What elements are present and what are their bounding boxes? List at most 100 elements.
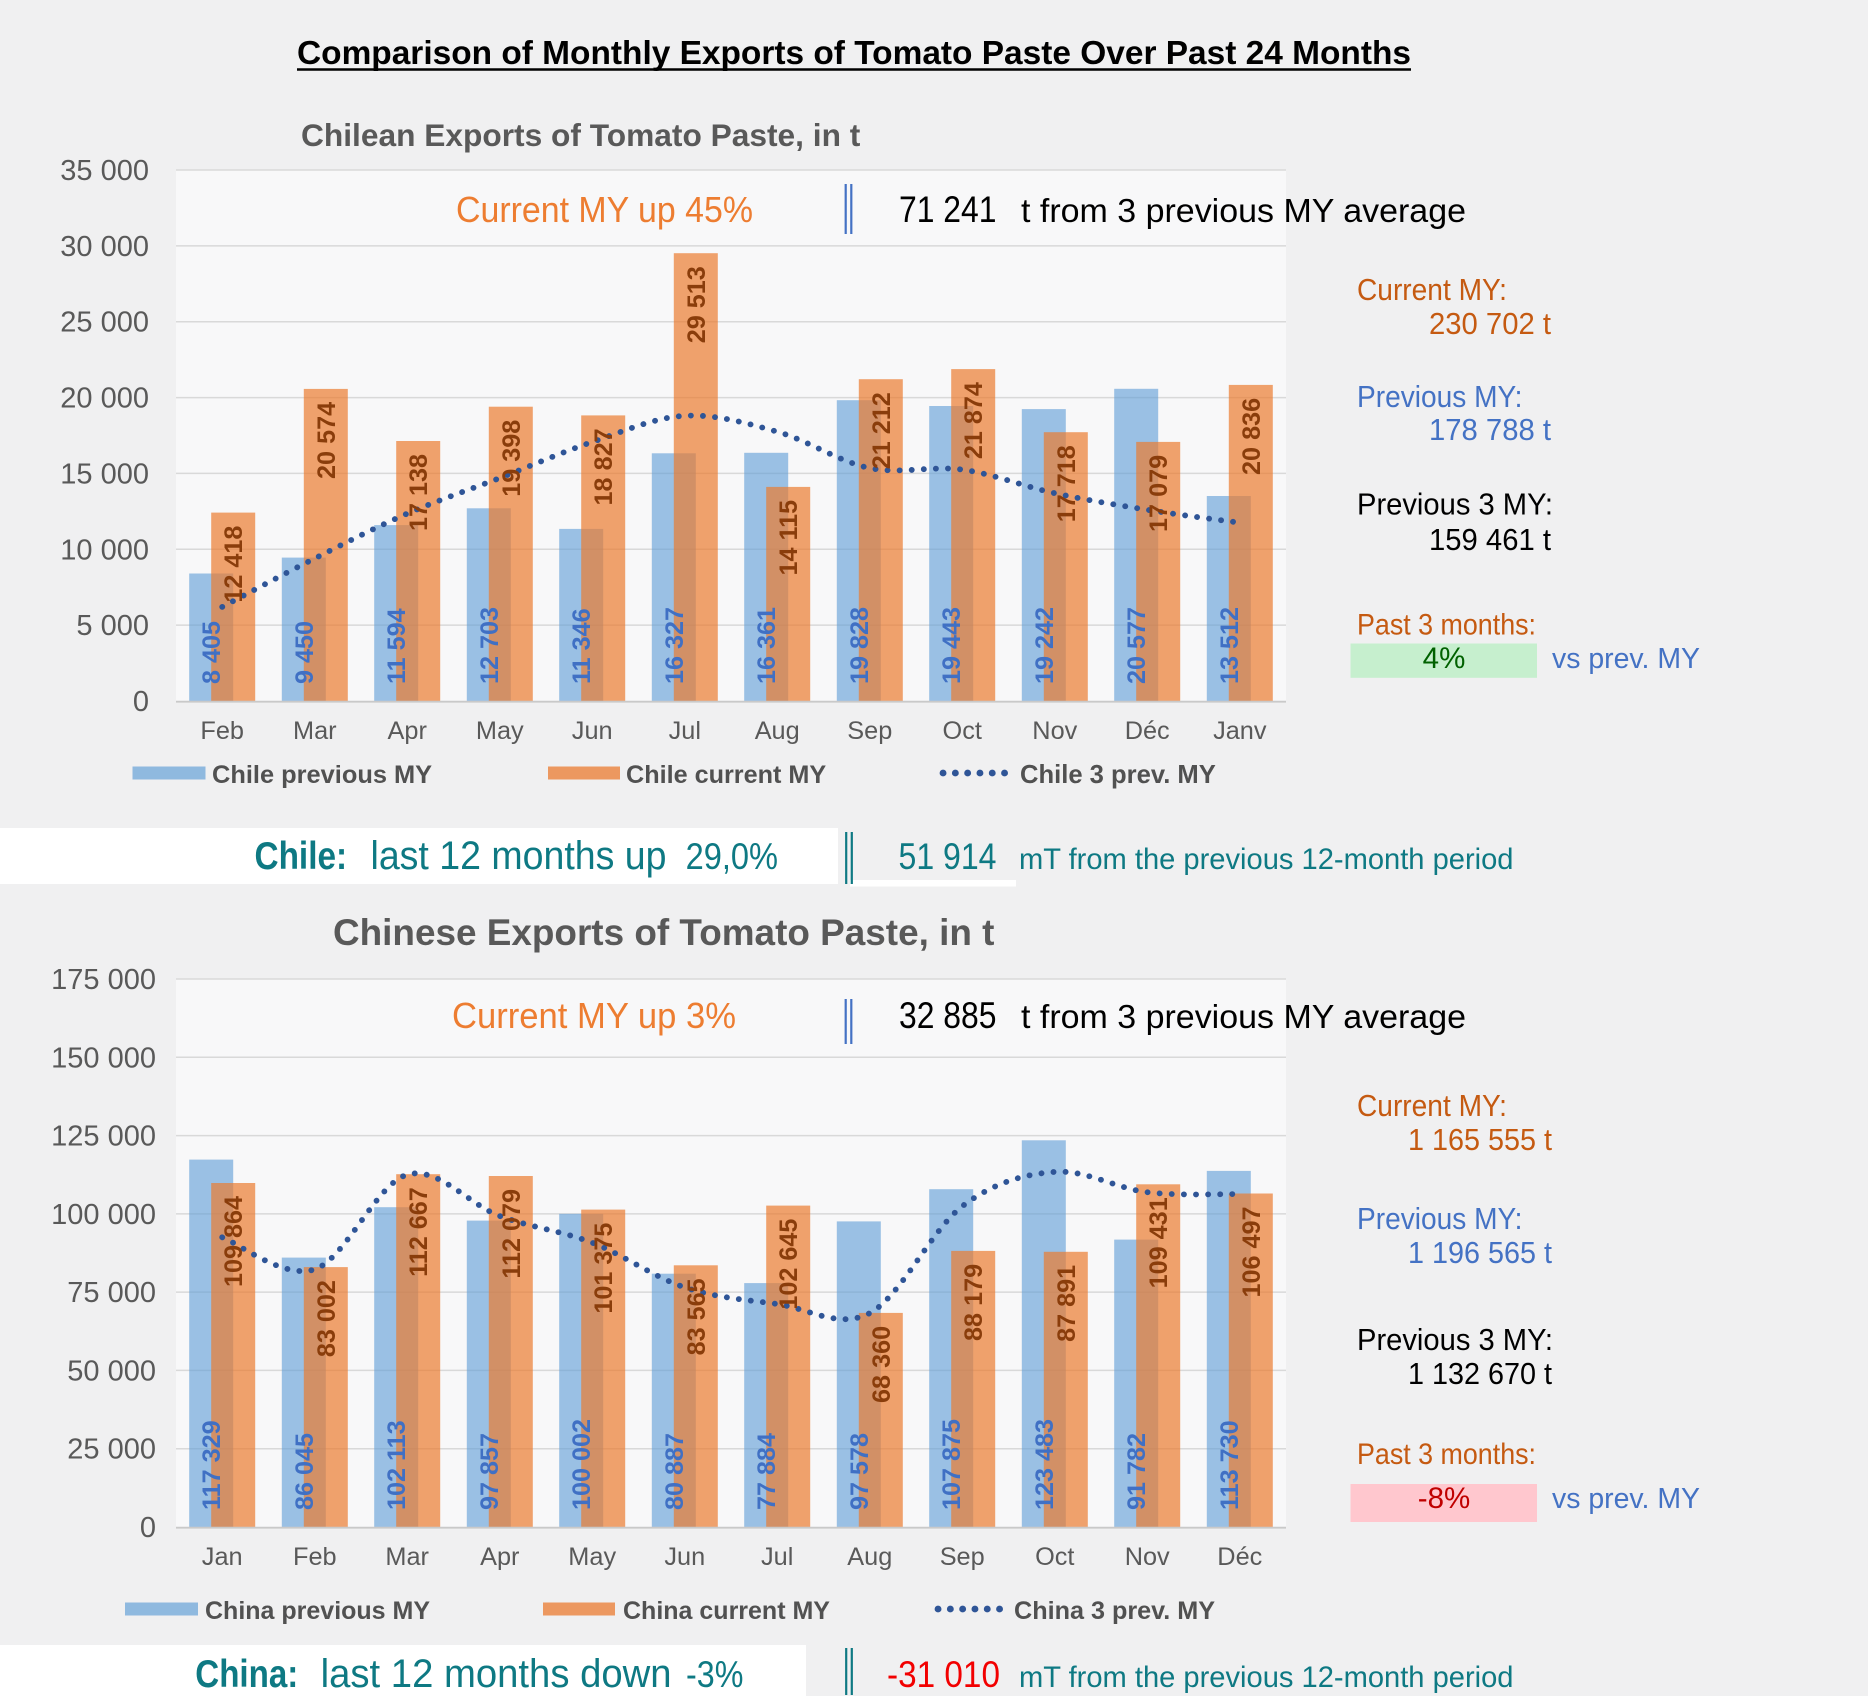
svg-text:19 398: 19 398 bbox=[498, 420, 526, 497]
svg-text:Previous 3 MY:: Previous 3 MY: bbox=[1357, 1323, 1553, 1357]
svg-text:18 827: 18 827 bbox=[590, 428, 618, 505]
svg-text:1 165 555 t: 1 165 555 t bbox=[1408, 1123, 1552, 1157]
svg-text:Jun: Jun bbox=[572, 717, 613, 745]
svg-text:11 346: 11 346 bbox=[568, 608, 596, 684]
svg-text:Déc: Déc bbox=[1217, 1543, 1262, 1571]
svg-text:4%: 4% bbox=[1423, 642, 1466, 675]
svg-text:1 196 565 t: 1 196 565 t bbox=[1408, 1236, 1552, 1270]
svg-text:China:: China: bbox=[195, 1653, 298, 1696]
svg-text:Current MY up 3%: Current MY up 3% bbox=[452, 995, 736, 1036]
svg-text:75 000: 75 000 bbox=[67, 1277, 156, 1309]
svg-text:19 828: 19 828 bbox=[846, 607, 874, 684]
svg-text:51 914: 51 914 bbox=[899, 836, 997, 877]
svg-text:109 431: 109 431 bbox=[1145, 1197, 1173, 1288]
svg-text:50 000: 50 000 bbox=[67, 1355, 156, 1387]
svg-text:80 887: 80 887 bbox=[661, 1433, 689, 1510]
svg-text:25 000: 25 000 bbox=[67, 1434, 156, 1466]
svg-text:Feb: Feb bbox=[293, 1543, 337, 1571]
svg-text:t from 3 previous MY average: t from 3 previous MY average bbox=[1021, 999, 1466, 1036]
svg-text:China current MY: China current MY bbox=[623, 1597, 830, 1625]
svg-text:Previous 3 MY:: Previous 3 MY: bbox=[1357, 488, 1553, 522]
svg-text:12 703: 12 703 bbox=[476, 607, 504, 684]
svg-text:-8%: -8% bbox=[1418, 1482, 1470, 1515]
svg-text:Comparison of Monthly Exports: Comparison of Monthly Exports of Tomato … bbox=[297, 35, 1411, 72]
svg-text:Jul: Jul bbox=[669, 717, 701, 745]
svg-text:0: 0 bbox=[140, 1512, 156, 1544]
svg-text:-3%: -3% bbox=[686, 1654, 743, 1695]
svg-text:5 000: 5 000 bbox=[76, 610, 149, 642]
svg-text:last 12 months up: last 12 months up bbox=[371, 834, 667, 878]
svg-text:100 000: 100 000 bbox=[51, 1199, 156, 1231]
svg-text:Sep: Sep bbox=[940, 1543, 985, 1571]
svg-text:86 045: 86 045 bbox=[291, 1433, 319, 1510]
svg-text:150 000: 150 000 bbox=[51, 1042, 156, 1074]
svg-text:mT from the previous 12-month: mT from the previous 12-month period bbox=[1019, 843, 1514, 876]
svg-text:Previous MY:: Previous MY: bbox=[1357, 380, 1523, 414]
svg-text:Chile 3 prev. MY: Chile 3 prev. MY bbox=[1020, 761, 1216, 789]
svg-text:102 113: 102 113 bbox=[383, 1420, 411, 1510]
svg-text:16 327: 16 327 bbox=[661, 607, 689, 684]
svg-text:Current MY up 45%: Current MY up 45% bbox=[456, 189, 753, 230]
svg-text:Nov: Nov bbox=[1032, 717, 1077, 745]
svg-text:Past 3 months:: Past 3 months: bbox=[1357, 1438, 1536, 1471]
svg-text:106 497: 106 497 bbox=[1238, 1207, 1266, 1298]
svg-text:Jan: Jan bbox=[202, 1543, 243, 1571]
svg-text:35 000: 35 000 bbox=[60, 155, 149, 187]
svg-text:178 788 t: 178 788 t bbox=[1429, 413, 1551, 447]
svg-text:29 513: 29 513 bbox=[683, 266, 711, 343]
svg-text:Oct: Oct bbox=[943, 717, 982, 745]
svg-text:77 884: 77 884 bbox=[753, 1433, 781, 1510]
svg-text:83 002: 83 002 bbox=[313, 1280, 341, 1357]
svg-text:97 857: 97 857 bbox=[476, 1433, 504, 1510]
svg-text:112 667: 112 667 bbox=[405, 1187, 433, 1277]
svg-text:China 3 prev. MY: China 3 prev. MY bbox=[1014, 1597, 1215, 1625]
svg-text:159 461 t: 159 461 t bbox=[1429, 523, 1551, 557]
svg-text:175 000: 175 000 bbox=[51, 964, 156, 996]
svg-text:15 000: 15 000 bbox=[60, 458, 149, 490]
svg-text:10 000: 10 000 bbox=[60, 534, 149, 566]
svg-text:21 212: 21 212 bbox=[868, 392, 896, 469]
svg-text:20 574: 20 574 bbox=[313, 402, 341, 479]
svg-text:125 000: 125 000 bbox=[51, 1121, 156, 1153]
svg-text:Chile current MY: Chile current MY bbox=[626, 761, 826, 789]
svg-text:68 360: 68 360 bbox=[868, 1326, 896, 1403]
svg-text:0: 0 bbox=[133, 686, 149, 718]
svg-text:87 891: 87 891 bbox=[1053, 1265, 1081, 1342]
svg-text:mT from the previous 12-month: mT from the previous 12-month period bbox=[1019, 1661, 1514, 1694]
svg-text:113 730: 113 730 bbox=[1216, 1420, 1244, 1510]
svg-text:123 483: 123 483 bbox=[1031, 1419, 1059, 1510]
svg-text:vs prev. MY: vs prev. MY bbox=[1552, 1483, 1700, 1515]
svg-text:Previous MY:: Previous MY: bbox=[1357, 1202, 1523, 1236]
svg-text:May: May bbox=[476, 717, 524, 745]
svg-text:Apr: Apr bbox=[388, 717, 427, 745]
svg-text:13 512: 13 512 bbox=[1216, 607, 1244, 684]
svg-text:last 12 months down: last 12 months down bbox=[321, 1652, 672, 1696]
svg-text:29,0%: 29,0% bbox=[686, 836, 778, 877]
svg-text:Sep: Sep bbox=[847, 717, 892, 745]
svg-text:19 443: 19 443 bbox=[938, 607, 966, 684]
svg-text:May: May bbox=[568, 1543, 616, 1571]
svg-text:-31 010: -31 010 bbox=[887, 1654, 1000, 1695]
svg-text:Mar: Mar bbox=[385, 1543, 429, 1571]
svg-text:Nov: Nov bbox=[1125, 1543, 1170, 1571]
svg-text:Jun: Jun bbox=[664, 1543, 705, 1571]
svg-text:91 782: 91 782 bbox=[1123, 1433, 1151, 1510]
svg-text:Chinese Exports of Tomato Past: Chinese Exports of Tomato Paste, in t bbox=[333, 912, 994, 953]
svg-text:vs prev. MY: vs prev. MY bbox=[1552, 643, 1700, 675]
svg-text:20 836: 20 836 bbox=[1238, 398, 1266, 475]
svg-text:t from 3 previous MY average: t from 3 previous MY average bbox=[1021, 193, 1466, 230]
svg-text:Aug: Aug bbox=[755, 717, 800, 745]
svg-text:112 079: 112 079 bbox=[498, 1189, 526, 1279]
svg-text:107 875: 107 875 bbox=[938, 1419, 966, 1510]
svg-text:Janv: Janv bbox=[1213, 717, 1267, 745]
svg-text:101 375: 101 375 bbox=[590, 1223, 618, 1314]
svg-text:230 702 t: 230 702 t bbox=[1429, 307, 1551, 341]
svg-text:14 115: 14 115 bbox=[775, 500, 803, 576]
svg-text:Current MY:: Current MY: bbox=[1357, 273, 1507, 307]
svg-text:Mar: Mar bbox=[293, 717, 337, 745]
svg-text:17 138: 17 138 bbox=[405, 454, 433, 531]
svg-text:Jul: Jul bbox=[761, 1543, 793, 1571]
svg-text:30 000: 30 000 bbox=[60, 231, 149, 263]
svg-text:Apr: Apr bbox=[480, 1543, 519, 1571]
svg-text:China previous MY: China previous MY bbox=[205, 1597, 430, 1625]
